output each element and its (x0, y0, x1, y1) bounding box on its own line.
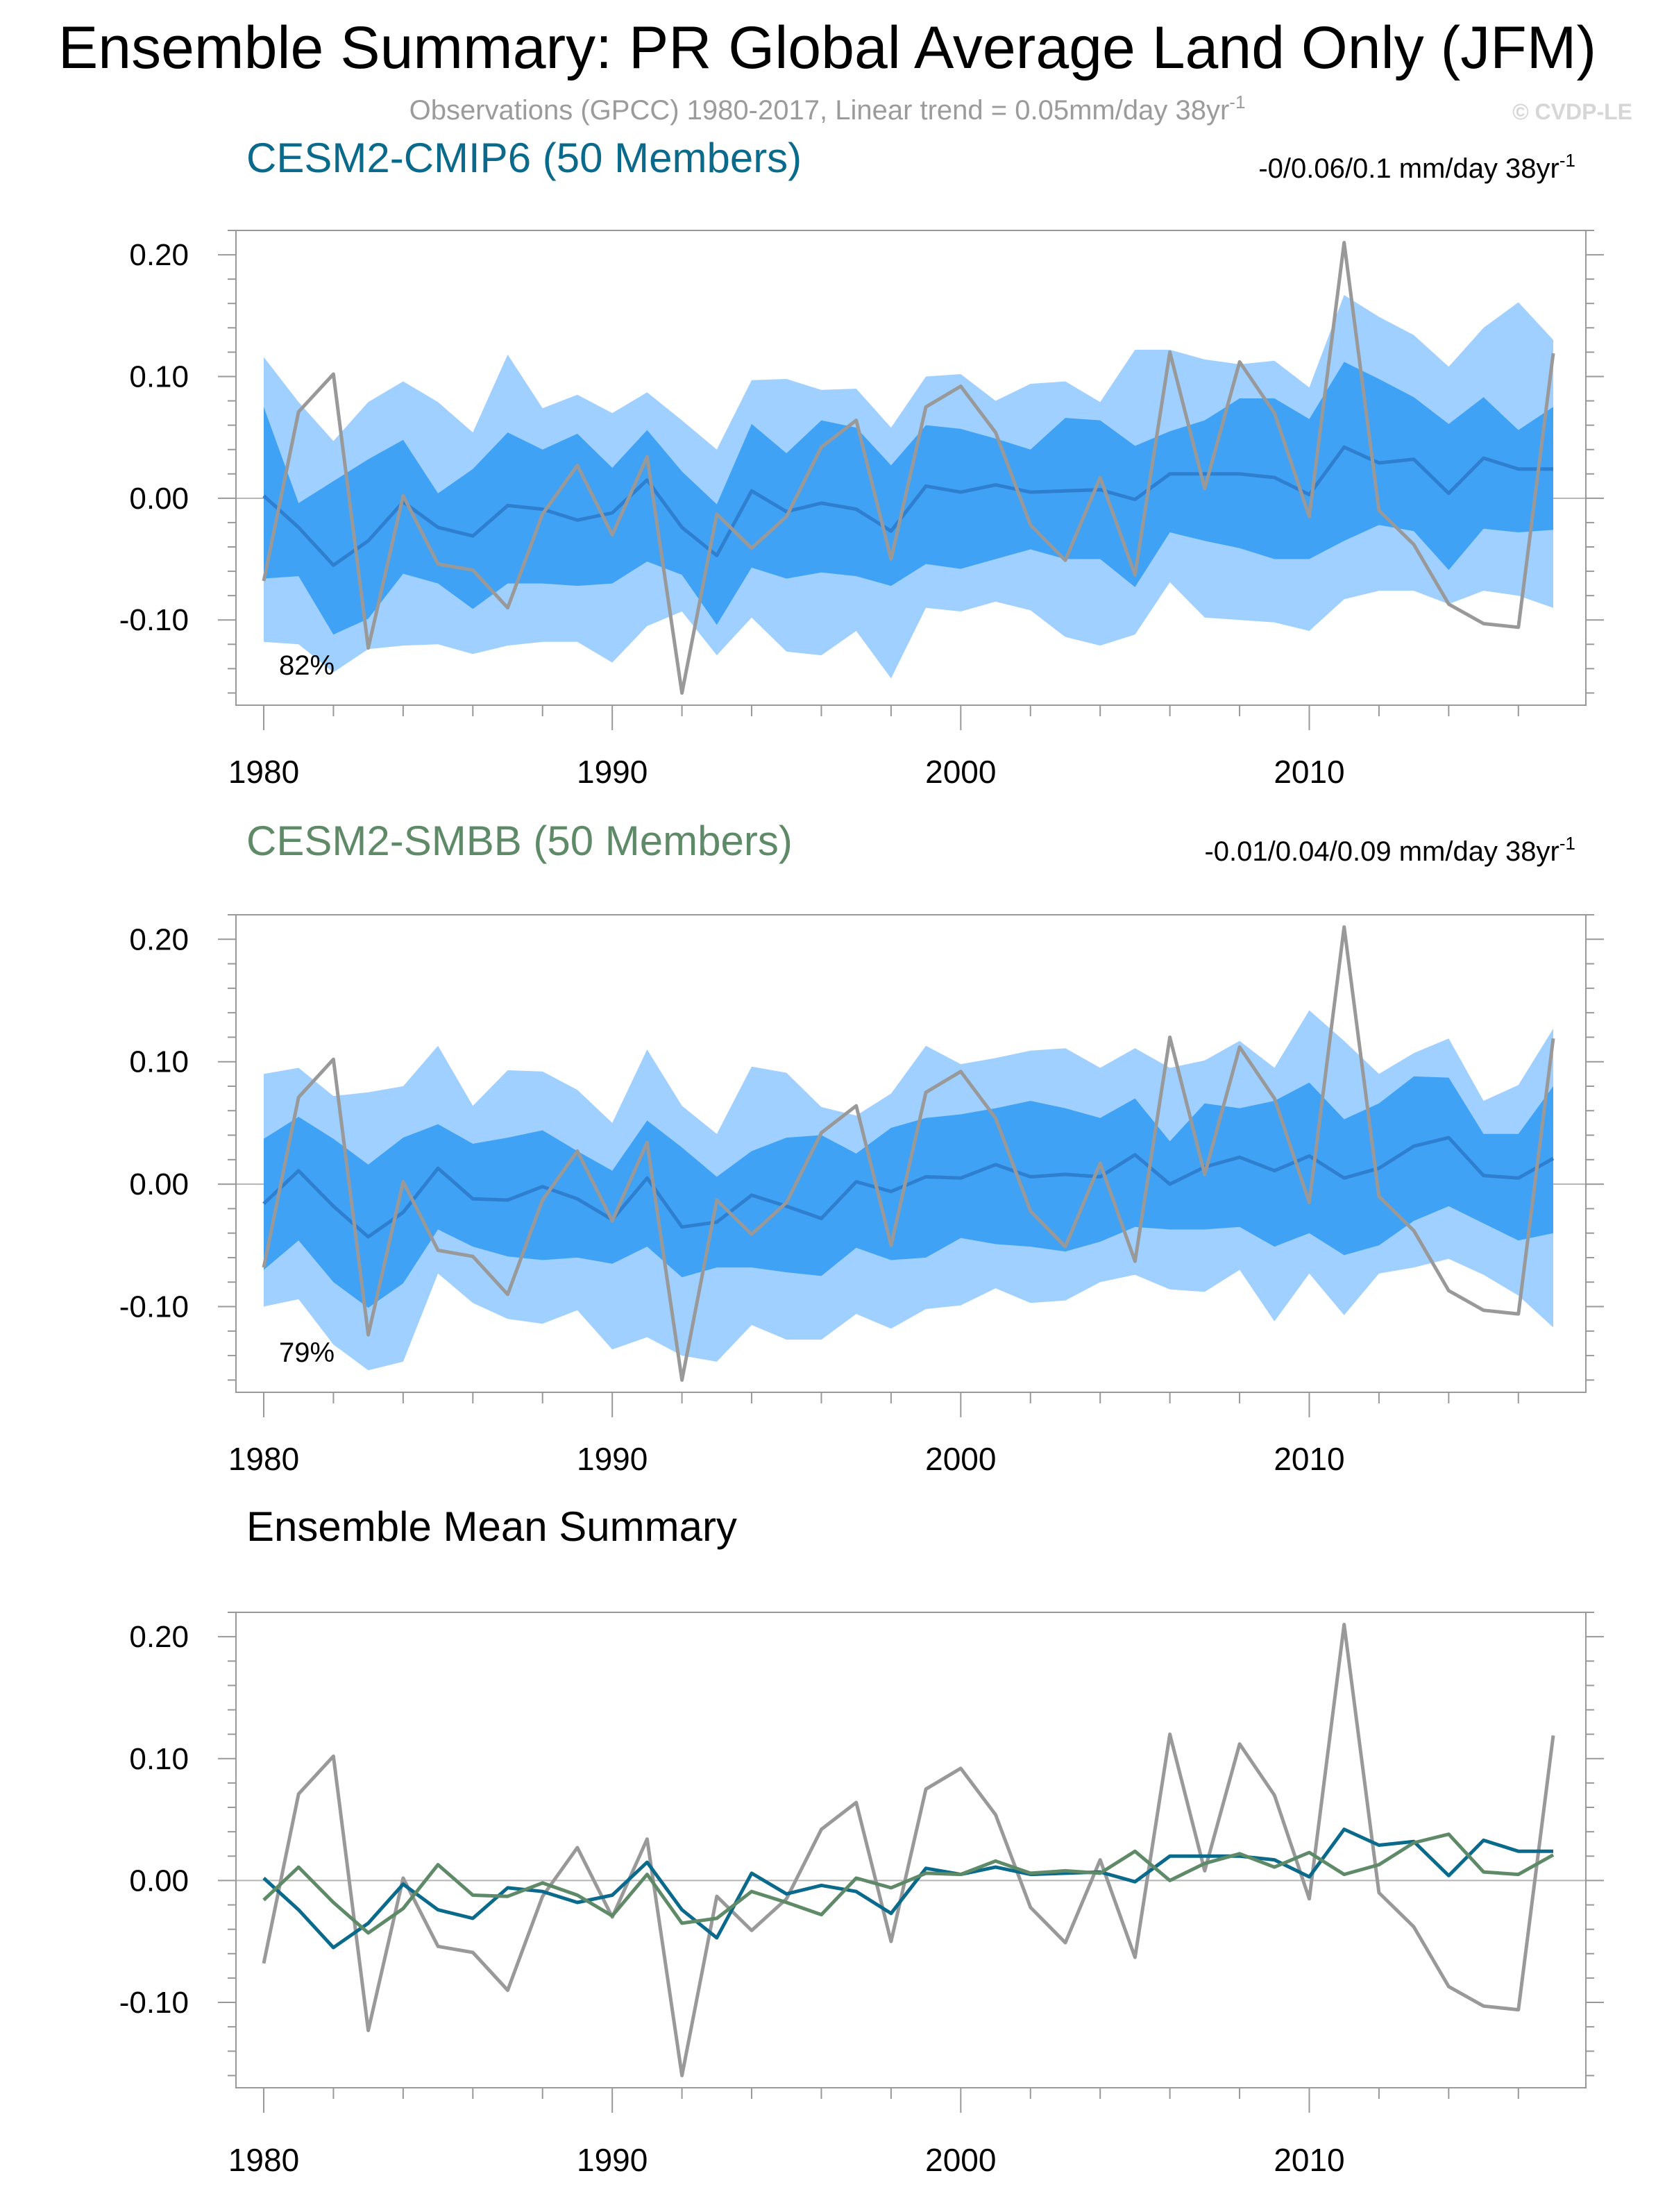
cmip6-xtick-label: 1990 (577, 754, 648, 790)
smbb-ytick-label: -0.10 (119, 1290, 189, 1324)
figure-title: Ensemble Summary: PR Global Average Land… (58, 15, 1596, 81)
cmip6-trend-text: -0/0.06/0.1 mm/day 38yr (1258, 153, 1559, 184)
summary-series-cesm2-smbb (262, 1832, 1555, 1935)
cmip6-observations-line (262, 241, 1555, 695)
summary-xtick-label: 2010 (1274, 2142, 1344, 2178)
smbb-xtick-label: 2010 (1274, 1441, 1344, 1477)
cmip6-ytick-label: 0.10 (129, 360, 189, 394)
cmip6-ytick-label: -0.10 (119, 603, 189, 637)
cmip6-trend-superscript: -1 (1559, 150, 1575, 171)
cmip6-xtick-label: 2010 (1274, 754, 1344, 790)
summary-xtick-label: 1990 (577, 2142, 648, 2178)
cmip6-inner-spread-band (264, 362, 1553, 635)
cmip6-plot-area (236, 241, 1586, 695)
smbb-xtick-label: 1980 (228, 1441, 299, 1477)
summary-series-cesm2-cmip6 (262, 1827, 1553, 1950)
smbb-panel: CESM2-SMBB (50 Members) -0.01/0.04/0.09 m… (119, 818, 1604, 1477)
smbb-ytick-label: 0.00 (129, 1167, 189, 1201)
summary-xtick-label: 2000 (925, 2142, 996, 2178)
smbb-observations-line (262, 925, 1555, 1382)
cmip6-ensemble-mean-line (262, 445, 1553, 567)
cmip6-xtick-label: 2000 (925, 754, 996, 790)
summary-ytick-label: 0.00 (129, 1864, 189, 1898)
smbb-percent-label: 79% (279, 1337, 335, 1368)
smbb-frame (235, 914, 1587, 1393)
summary-ytick-label: 0.20 (129, 1620, 189, 1654)
smbb-ytick-label: 0.20 (129, 922, 189, 956)
summary-xtick-label: 1980 (228, 2142, 299, 2178)
cmip6-ytick-label: 0.20 (129, 238, 189, 272)
summary-panel-title: Ensemble Mean Summary (246, 1503, 737, 1550)
summary-ytick-label: -0.10 (119, 1986, 189, 2020)
summary-panel: Ensemble Mean Summary 0.20 0.10 0.00 -0.10 19… (119, 1503, 1604, 2178)
figure-subtitle: Observations (GPCC) 1980-2017, Linear tr… (409, 92, 1246, 126)
smbb-trend-label: -0.01/0.04/0.09 mm/day 38yr-1 (1204, 833, 1575, 867)
cmip6-frame (235, 230, 1587, 706)
summary-plot-area (236, 1623, 1586, 2077)
smbb-xtick-label: 1990 (577, 1441, 648, 1477)
subtitle-text: Observations (GPCC) 1980-2017, Linear tr… (409, 95, 1230, 126)
subtitle-superscript: -1 (1229, 92, 1245, 112)
smbb-ytick-label: 0.10 (129, 1045, 189, 1079)
smbb-xtick-label: 2000 (925, 1441, 996, 1477)
cmip6-ytick-label: 0.00 (129, 482, 189, 516)
cmip6-trend-label: -0/0.06/0.1 mm/day 38yr-1 (1258, 150, 1575, 184)
summary-frame (235, 1612, 1587, 2088)
smbb-inner-spread-band (264, 1076, 1553, 1308)
watermark: © CVDP-LE (1512, 99, 1632, 124)
smbb-trend-text: -0.01/0.04/0.09 mm/day 38yr (1204, 836, 1559, 867)
cmip6-panel: CESM2-CMIP6 (50 Members) -0/0.06/0.1 mm/d… (119, 135, 1604, 790)
smbb-ensemble-mean-line (262, 1135, 1555, 1239)
cmip6-panel-title: CESM2-CMIP6 (50 Members) (246, 135, 802, 181)
smbb-plot-area (236, 925, 1586, 1382)
summary-series-observations-gpcc (262, 1623, 1555, 2077)
smbb-trend-superscript: -1 (1559, 833, 1575, 854)
smbb-panel-title: CESM2-SMBB (50 Members) (246, 818, 793, 864)
summary-ytick-label: 0.10 (129, 1742, 189, 1776)
cmip6-xtick-label: 1980 (228, 754, 299, 790)
chart-panels: CESM2-CMIP6 (50 Members) -0/0.06/0.1 mm/d… (119, 135, 1604, 2178)
cmip6-percent-label: 82% (279, 650, 335, 681)
